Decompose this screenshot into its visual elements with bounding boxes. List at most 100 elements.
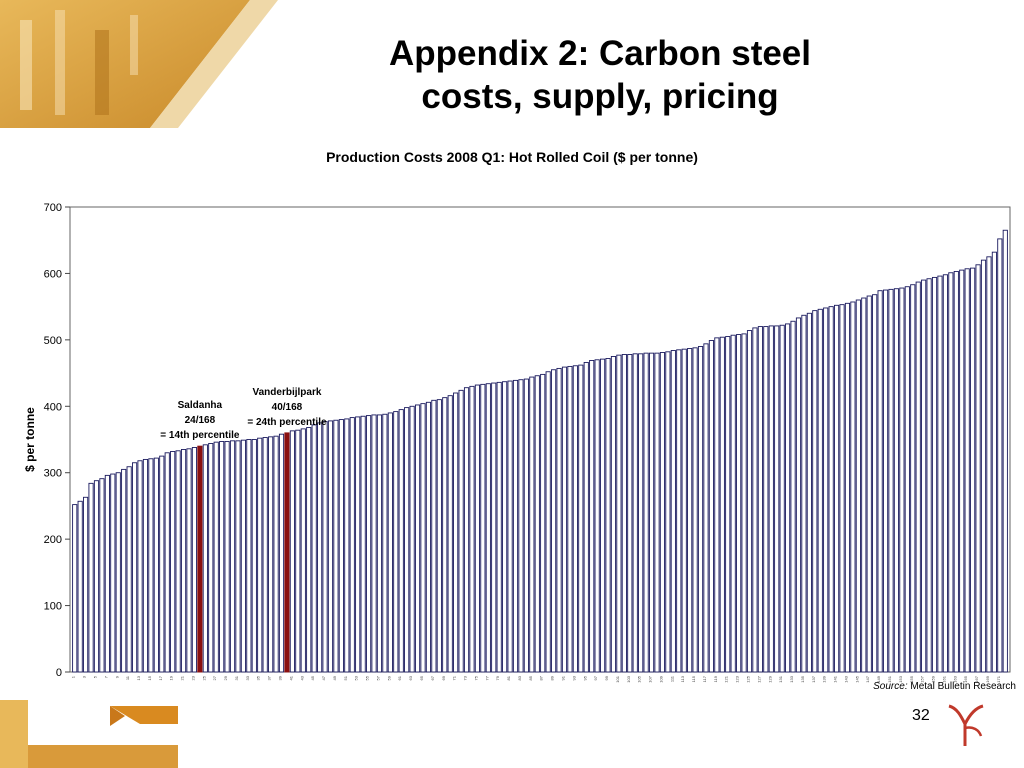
cost-bar <box>268 436 274 673</box>
cost-bar <box>746 330 753 673</box>
cost-bar <box>632 353 638 673</box>
cost-bar <box>507 380 513 673</box>
y-tick-label: 300 <box>44 468 62 480</box>
x-tick-label: 129 <box>767 675 772 682</box>
x-tick-label: 13 <box>136 675 141 680</box>
x-tick-label: 61 <box>397 675 402 680</box>
cost-bar <box>648 352 655 673</box>
cost-bar <box>610 356 617 673</box>
x-tick-label: 127 <box>756 675 761 682</box>
cost-bar <box>273 435 279 673</box>
x-tick-label: 133 <box>789 675 794 682</box>
cost-bar <box>850 301 856 673</box>
cost-bar <box>942 274 948 673</box>
cost-bar <box>83 496 89 673</box>
x-tick-label: 41 <box>288 675 293 680</box>
cost-bar <box>556 367 562 673</box>
cost-bar <box>697 346 704 673</box>
cost-bar <box>904 286 910 673</box>
cost-bar <box>703 343 709 673</box>
cost-bar <box>915 281 921 673</box>
highlighted-bar <box>197 445 203 673</box>
cost-bar <box>180 449 187 673</box>
x-tick-label: 125 <box>746 675 751 682</box>
annotation-label: 40/168 <box>272 402 303 413</box>
cost-bar <box>306 427 312 673</box>
x-tick-label: 21 <box>180 675 185 680</box>
cost-bar <box>687 348 693 673</box>
x-tick-label: 83 <box>517 675 522 680</box>
annotation-label: = 14th percentile <box>160 430 240 441</box>
cost-bar <box>262 437 268 673</box>
x-tick-label: 91 <box>560 675 565 680</box>
cost-bar <box>414 404 421 673</box>
y-tick-label: 200 <box>44 534 62 546</box>
cost-bar <box>948 272 954 673</box>
cost-bar <box>474 384 480 673</box>
x-tick-label: 147 <box>865 675 870 682</box>
cost-bar <box>823 307 829 673</box>
cost-bar <box>132 462 138 673</box>
x-tick-label: 163 <box>952 675 957 682</box>
x-tick-label: 29 <box>223 675 228 680</box>
cost-bar <box>257 437 263 673</box>
x-tick-label: 85 <box>528 675 533 680</box>
y-tick-label: 400 <box>44 401 62 413</box>
slide-title: Appendix 2: Carbon steel costs, supply, … <box>330 32 870 118</box>
x-tick-label: 33 <box>245 675 250 680</box>
cost-bar <box>665 351 671 673</box>
cost-bar <box>768 325 774 673</box>
x-tick-label: 19 <box>169 675 174 680</box>
source-credit: Source: Metal Bulletin Research <box>873 681 1016 692</box>
cost-bar <box>921 279 927 673</box>
cost-bar <box>795 317 802 673</box>
cost-bar <box>605 358 611 673</box>
source-label: Source: <box>873 681 908 692</box>
cost-bar <box>534 375 540 673</box>
cost-bar <box>502 381 508 673</box>
cost-bar <box>817 308 823 673</box>
cost-bar <box>148 458 154 673</box>
cost-bar <box>115 472 121 673</box>
cost-bar <box>447 395 453 673</box>
cost-bar <box>910 284 916 673</box>
cost-bar <box>730 334 736 673</box>
cost-bar <box>322 421 328 673</box>
x-tick-label: 35 <box>256 675 261 680</box>
highlighted-bar <box>284 432 290 673</box>
cost-bar <box>170 451 176 673</box>
cost-bar <box>834 304 840 673</box>
slide-title-line-1: Appendix 2: Carbon steel <box>388 34 812 73</box>
cost-bar <box>970 267 976 673</box>
cost-bar <box>643 352 649 673</box>
x-tick-label: 11 <box>125 675 130 680</box>
x-tick-label: 3 <box>82 675 87 678</box>
x-tick-label: 119 <box>713 675 718 682</box>
x-tick-label: 75 <box>473 675 478 680</box>
cost-bar <box>812 310 818 673</box>
cost-bar <box>191 447 198 673</box>
x-tick-label: 27 <box>212 675 217 680</box>
cost-bar <box>736 334 742 673</box>
cost-bar <box>719 336 725 673</box>
x-tick-label: 67 <box>430 675 435 680</box>
x-tick-label: 165 <box>963 675 968 682</box>
cost-bar <box>104 474 110 673</box>
source-text: Metal Bulletin Research <box>910 681 1016 692</box>
x-tick-label: 117 <box>702 675 707 682</box>
x-tick-label: 89 <box>550 675 555 680</box>
x-tick-label: 55 <box>365 675 370 680</box>
cost-bar <box>463 387 470 673</box>
cost-bar <box>763 326 769 673</box>
x-tick-label: 73 <box>463 675 468 680</box>
cost-bar <box>229 440 236 673</box>
x-tick-label: 53 <box>354 675 359 680</box>
cost-bar <box>240 439 246 673</box>
cost-bar <box>757 326 763 673</box>
x-tick-label: 69 <box>441 675 446 680</box>
cost-bar <box>366 415 372 673</box>
x-tick-label: 1 <box>71 675 76 678</box>
cost-bar <box>893 288 900 673</box>
back-arrow-decoration <box>0 700 178 768</box>
